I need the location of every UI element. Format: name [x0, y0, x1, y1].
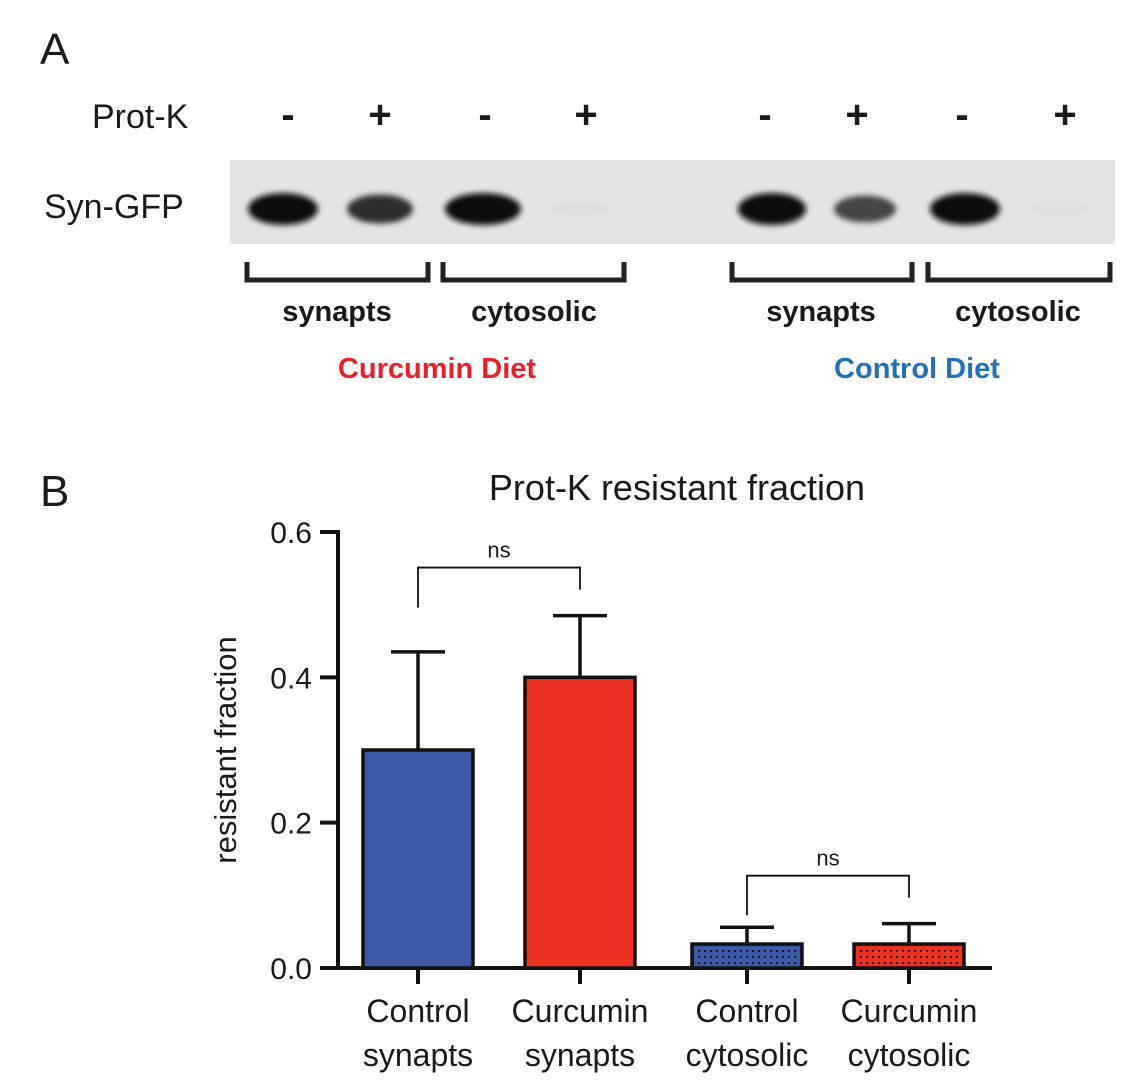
group-label-synapts: synapts [766, 296, 876, 328]
prot-k-sign: - [758, 93, 772, 137]
x-tick-label: cytosolic [686, 1037, 809, 1073]
y-tick-label: 0.4 [270, 662, 312, 695]
bar [852, 942, 966, 970]
diet-label-control: Control Diet [834, 353, 1000, 385]
blot-band [248, 193, 318, 225]
prot-k-sign: + [574, 93, 598, 137]
bar [361, 748, 475, 970]
x-tick-label: Curcumin [512, 993, 649, 1029]
bar [690, 942, 804, 970]
bar [523, 675, 637, 970]
panel-a-letter: A [40, 25, 70, 74]
syn-gfp-row-label: Syn-GFP [44, 188, 184, 226]
group-bracket [729, 262, 915, 283]
significance-bracket [746, 874, 910, 916]
group-label-synapts: synapts [282, 296, 392, 328]
chart-title: Prot-K resistant fraction [489, 467, 865, 508]
group-label-cytosolic: cytosolic [471, 296, 597, 328]
blot-band [347, 194, 413, 224]
y-axis-label: resistant fraction [208, 636, 243, 863]
significance-label: ns [816, 846, 839, 871]
y-tick-label: 0.2 [270, 808, 312, 841]
x-tick-label: synapts [525, 1037, 635, 1073]
y-tick-label: 0.6 [270, 517, 312, 550]
group-bracket [440, 262, 627, 283]
prot-k-sign: + [845, 93, 869, 137]
y-tick-label: 0.0 [270, 953, 312, 986]
prot-k-sign: + [368, 93, 392, 137]
blot-band [550, 202, 610, 216]
blot-band [834, 195, 896, 223]
significance-label: ns [487, 538, 510, 563]
blot-band [930, 193, 1000, 225]
prot-k-sign: - [955, 93, 969, 137]
group-bracket [925, 262, 1113, 283]
blot-band [738, 193, 806, 225]
western-blot [230, 160, 1115, 283]
panel-b-letter: B [40, 467, 70, 516]
significance-bracket [417, 566, 581, 608]
prot-k-sign: - [478, 93, 492, 137]
x-tick-label: cytosolic [848, 1037, 971, 1073]
diet-label-curcumin: Curcumin Diet [337, 353, 537, 385]
prot-k-sign: - [281, 93, 295, 137]
blot-band [1030, 202, 1090, 216]
x-tick-label: Control [695, 993, 798, 1029]
group-bracket [244, 262, 431, 283]
group-label-cytosolic: cytosolic [955, 296, 1081, 328]
x-tick-label: Control [366, 993, 469, 1029]
prot-k-label: Prot-K [92, 98, 189, 136]
x-tick-label: Curcumin [841, 993, 978, 1029]
prot-k-sign: + [1053, 93, 1077, 137]
blot-band [445, 193, 521, 225]
x-tick-label: synapts [363, 1037, 473, 1073]
